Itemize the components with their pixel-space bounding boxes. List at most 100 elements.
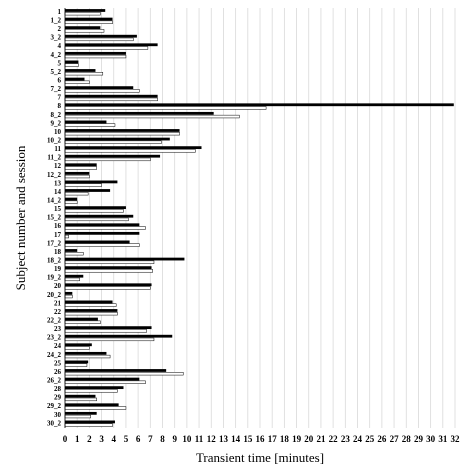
bar <box>64 106 267 110</box>
bar <box>64 140 162 144</box>
y-tick-label: 26_2 <box>47 376 62 384</box>
bar <box>64 397 97 402</box>
bar <box>64 380 146 384</box>
y-tick-label: 21 <box>54 299 62 307</box>
bar <box>64 80 90 84</box>
bar <box>65 360 89 364</box>
bar <box>65 231 140 235</box>
x-tick-label: 23 <box>341 434 351 444</box>
bar <box>64 320 101 324</box>
bar <box>64 72 104 76</box>
x-tick-label: 6 <box>136 434 141 444</box>
bar <box>65 94 158 98</box>
bar <box>65 206 126 210</box>
y-tick-label: 22_2 <box>47 316 62 324</box>
y-tick-label: 7 <box>58 94 62 102</box>
x-tick-label: 11 <box>195 434 204 444</box>
bar <box>65 403 119 407</box>
bar <box>65 343 92 347</box>
bar <box>65 240 130 244</box>
bar <box>64 20 113 24</box>
y-tick-label: 23 <box>54 325 62 333</box>
x-tick-label: 2 <box>87 434 92 444</box>
x-tick-label: 7 <box>148 434 153 444</box>
x-tick-label: 5 <box>124 434 129 444</box>
bar <box>65 111 214 115</box>
bar <box>65 283 152 287</box>
bar <box>64 149 196 153</box>
y-tick-label: 12_2 <box>47 171 62 179</box>
x-tick-label: 30 <box>426 434 436 444</box>
bar <box>64 114 240 119</box>
x-axis-title: Transient time [minutes] <box>196 450 324 465</box>
bar <box>65 43 158 47</box>
bar <box>65 257 185 261</box>
bar <box>65 394 96 398</box>
y-tick-label: 14 <box>54 188 62 196</box>
bar <box>64 406 127 410</box>
x-tick-label: 19 <box>292 434 302 444</box>
bar <box>64 414 91 419</box>
y-tick-label: 24 <box>54 342 62 350</box>
bar <box>64 217 129 222</box>
x-tick-label: 16 <box>256 434 266 444</box>
y-tick-label: 11_2 <box>47 154 61 162</box>
y-tick-label: 11 <box>54 145 61 153</box>
x-tick-label: 27 <box>390 434 400 444</box>
bar <box>65 163 97 167</box>
y-tick-label: 3_2 <box>51 34 62 42</box>
y-tick-label: 10 <box>54 128 62 136</box>
bar <box>65 309 118 312</box>
bar <box>64 243 140 247</box>
y-tick-label: 28 <box>54 385 62 393</box>
bar <box>64 372 184 376</box>
x-tick-label: 20 <box>304 434 314 444</box>
y-tick-label: 6 <box>58 76 62 84</box>
x-tick-label: 18 <box>280 434 290 444</box>
bar <box>64 363 88 367</box>
bar <box>65 17 113 21</box>
bar <box>65 154 161 158</box>
bar <box>65 411 97 415</box>
y-tick-label: 9_2 <box>51 119 62 127</box>
x-tick-label: 17 <box>268 434 278 444</box>
y-tick-label: 1_2 <box>51 16 62 24</box>
x-tick-label: 25 <box>365 434 375 444</box>
bar <box>64 123 116 127</box>
x-tick-label: 9 <box>172 434 177 444</box>
bar <box>64 423 113 427</box>
bar <box>64 63 79 67</box>
y-tick-label: 4_2 <box>51 51 62 59</box>
y-tick-label: 16 <box>54 222 62 230</box>
y-tick-label: 12 <box>54 162 62 170</box>
bar <box>64 354 111 359</box>
x-tick-label: 1 <box>75 434 80 444</box>
bar <box>64 209 124 213</box>
bar <box>65 274 84 278</box>
x-tick-label: 4 <box>112 434 117 444</box>
bar <box>64 226 146 230</box>
bar <box>65 223 140 227</box>
y-tick-label: 5 <box>58 59 62 67</box>
bar <box>64 277 80 282</box>
bar <box>64 389 118 393</box>
y-tick-label: 30 <box>54 411 62 419</box>
bar <box>65 266 152 270</box>
y-tick-label: 26 <box>54 368 62 376</box>
x-tick-label: 13 <box>219 434 229 444</box>
bar <box>65 60 79 64</box>
x-tick-label: 21 <box>316 434 326 444</box>
bar <box>64 54 127 59</box>
bar <box>65 334 173 338</box>
bar <box>64 303 117 307</box>
x-tick-label: 24 <box>353 434 363 444</box>
bar <box>65 69 96 72</box>
y-tick-label: 14_2 <box>47 196 62 204</box>
bar <box>65 77 85 81</box>
bar <box>65 129 180 132</box>
y-tick-label: 15_2 <box>47 214 62 222</box>
bar <box>65 291 73 295</box>
bar <box>65 86 134 90</box>
bar <box>64 234 69 239</box>
